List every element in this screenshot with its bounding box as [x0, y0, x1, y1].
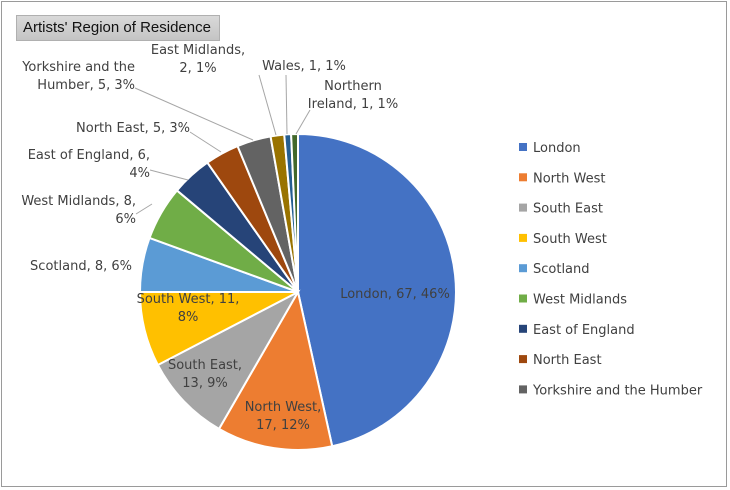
data-label-london: London, 67, 46% [340, 287, 450, 302]
leader-line-west-midlands [135, 203, 153, 215]
legend-label-london: London [533, 141, 581, 156]
data-label-north-west: North West, 17, 12% [245, 400, 322, 433]
data-label-west-midlands: West Midlands, 8, 6% [21, 194, 136, 227]
leader-line-east-of-england [149, 169, 189, 181]
legend-swatch-west-midlands [519, 294, 527, 303]
legend-label-east-of-england: East of England [533, 323, 635, 338]
legend-swatch-scotland [519, 264, 527, 273]
data-label-yorkshire-and-the-humber: Yorkshire and the Humber, 5, 3% [21, 60, 135, 93]
pie-slice-northern-ireland [290, 132, 299, 293]
legend-label-west-midlands: West Midlands [533, 293, 627, 308]
legend-label-north-east: North East [533, 353, 602, 368]
data-label-south-east: South East, 13, 9% [168, 358, 242, 391]
legend-swatch-south-west [519, 233, 527, 242]
chart-title: Artists' Region of Residence [16, 15, 220, 41]
data-label-east-of-england: East of England, 6, 4% [28, 148, 150, 181]
leader-line-east-midlands [258, 74, 277, 136]
legend-swatch-london [519, 143, 527, 151]
legend-label-south-west: South West [533, 232, 607, 247]
legend-swatch-yorkshire-and-the-humber [519, 385, 527, 394]
data-label-east-midlands: East Midlands, 2, 1% [151, 43, 245, 76]
data-label-north-east: North East, 5, 3% [76, 121, 190, 136]
legend-label-yorkshire-and-the-humber: Yorkshire and the Humber [532, 383, 703, 398]
legend-label-north-west: North West [533, 171, 605, 186]
leader-line-wales [285, 74, 288, 135]
pie-slice-south-east [156, 289, 301, 431]
legend-swatch-north-east [519, 355, 527, 364]
data-label-northern-ireland: Northern Ireland, 1, 1% [308, 79, 398, 112]
data-label-scotland: Scotland, 8, 6% [30, 259, 132, 274]
data-label-wales: Wales, 1, 1% [262, 59, 346, 74]
data-label-south-west: South West, 11, 8% [137, 292, 240, 325]
legend-swatch-south-east [519, 203, 527, 212]
leader-line-northern-ireland [295, 109, 311, 135]
leader-line-yorkshire-and-the-humber [134, 87, 254, 141]
pie-slice-north-west [217, 289, 334, 451]
legend-swatch-north-west [519, 173, 527, 182]
legend-label-scotland: Scotland [533, 262, 590, 277]
legend-swatch-east-of-england [519, 324, 527, 333]
pie-slice-london [297, 132, 457, 448]
leader-line-north-east [189, 131, 222, 153]
legend-label-south-east: South East [533, 202, 603, 217]
